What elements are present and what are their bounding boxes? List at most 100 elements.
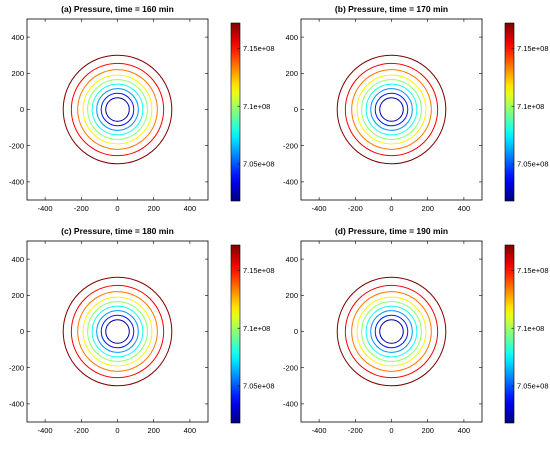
- y-tick-label: -200: [9, 141, 24, 150]
- y-tick-label: 400: [285, 33, 298, 42]
- plot-area: [300, 18, 483, 201]
- colorbar-tick-label: 7.05e+08: [517, 160, 549, 169]
- colorbar-tick-label: 7.15e+08: [517, 44, 549, 53]
- contour-line: [379, 319, 404, 344]
- contour-line: [356, 74, 427, 145]
- plot-area: [300, 240, 483, 423]
- y-tick-label: 0: [20, 105, 24, 114]
- x-tick-label: -200: [74, 204, 89, 213]
- panel-d: (d) Pressure, time = 190 min -400 -200 0 200…: [283, 226, 549, 435]
- colorbar-tick-label: 7.05e+08: [243, 160, 275, 169]
- x-tick-label: 200: [421, 204, 434, 213]
- y-tick-label: -400: [9, 400, 24, 409]
- x-tick-label: 200: [147, 426, 160, 435]
- contour-line: [370, 310, 413, 353]
- colorbar-tick-label: 7.15e+08: [243, 44, 275, 53]
- panel-title: (b) Pressure, time = 170 min: [335, 4, 448, 14]
- x-tick-label: 400: [184, 204, 197, 213]
- plot-area: [26, 240, 209, 423]
- x-tick-label: 400: [458, 426, 471, 435]
- x-tick-label: 200: [147, 204, 160, 213]
- panel-c: (c) Pressure, time = 180 min -400 -200 0 200…: [9, 226, 275, 435]
- x-tick-label: -400: [38, 426, 53, 435]
- y-tick-label: -400: [283, 178, 298, 187]
- x-tick-label: 0: [389, 204, 393, 213]
- panel-title: (a) Pressure, time = 160 min: [61, 4, 174, 14]
- contour-line: [344, 284, 439, 379]
- colorbar: [504, 22, 515, 202]
- x-tick-label: -200: [348, 426, 363, 435]
- y-tick-label: 200: [285, 291, 298, 300]
- contour-line: [87, 301, 148, 362]
- contour-line: [361, 301, 422, 362]
- contour-line: [374, 314, 409, 349]
- contour-line: [100, 314, 135, 349]
- contour-line: [70, 62, 165, 157]
- x-tick-label: -400: [38, 204, 53, 213]
- contour-line: [105, 319, 130, 344]
- y-tick-label: 200: [285, 69, 298, 78]
- colorbar-tick-label: 7.05e+08: [243, 382, 275, 391]
- colorbar-tick-label: 7.05e+08: [517, 382, 549, 391]
- contour-line: [351, 69, 432, 150]
- contour-line: [77, 69, 158, 150]
- colorbar-tick-label: 7.1e+08: [517, 102, 544, 111]
- contour-line: [379, 97, 404, 122]
- contour-line: [62, 276, 173, 387]
- y-tick-label: -200: [9, 363, 24, 372]
- contour-line: [336, 276, 447, 387]
- colorbar-tick-label: 7.1e+08: [243, 324, 270, 333]
- contour-line: [105, 97, 130, 122]
- plot-area: [26, 18, 209, 201]
- x-tick-label: 0: [115, 426, 119, 435]
- contour-line: [361, 79, 422, 140]
- panel-a: (a) Pressure, time = 160 min -400 -200 0 200…: [9, 4, 275, 213]
- contour-line: [87, 79, 148, 140]
- x-tick-label: -400: [312, 204, 327, 213]
- contour-line: [62, 54, 173, 165]
- x-tick-label: -200: [348, 204, 363, 213]
- y-tick-label: 200: [11, 291, 24, 300]
- colorbar-tick-label: 7.15e+08: [517, 266, 549, 275]
- contour-line: [365, 305, 418, 358]
- contour-line: [356, 296, 427, 367]
- contour-line: [344, 62, 439, 157]
- contour-line: [77, 291, 158, 372]
- y-tick-label: 0: [294, 327, 298, 336]
- contour-line: [91, 305, 144, 358]
- y-tick-label: 200: [11, 69, 24, 78]
- colorbar-tick-label: 7.15e+08: [243, 266, 275, 275]
- panel-b: (b) Pressure, time = 170 min -400 -200 0 200…: [283, 4, 549, 213]
- x-tick-label: 200: [421, 426, 434, 435]
- panel-title: (c) Pressure, time = 180 min: [61, 226, 174, 236]
- colorbar: [504, 244, 515, 424]
- colorbar-tick-label: 7.1e+08: [517, 324, 544, 333]
- panel-title: (d) Pressure, time = 190 min: [335, 226, 448, 236]
- x-tick-label: 400: [184, 426, 197, 435]
- x-tick-label: 0: [389, 426, 393, 435]
- contour-line: [351, 291, 432, 372]
- y-tick-label: 400: [285, 255, 298, 264]
- colorbar-tick-label: 7.1e+08: [243, 102, 270, 111]
- contour-line: [370, 88, 413, 131]
- contour-line: [374, 92, 409, 127]
- contour-line: [96, 88, 139, 131]
- contour-line: [96, 310, 139, 353]
- contour-line: [100, 92, 135, 127]
- y-tick-label: 400: [11, 33, 24, 42]
- y-tick-label: 400: [11, 255, 24, 264]
- contour-line: [365, 83, 418, 136]
- y-tick-label: -400: [9, 178, 24, 187]
- contour-line: [336, 54, 447, 165]
- y-tick-label: -400: [283, 400, 298, 409]
- y-tick-label: 0: [294, 105, 298, 114]
- colorbar: [230, 244, 241, 424]
- contour-line: [82, 74, 153, 145]
- x-tick-label: 400: [458, 204, 471, 213]
- y-tick-label: -200: [283, 141, 298, 150]
- y-tick-label: 0: [20, 327, 24, 336]
- y-tick-label: -200: [283, 363, 298, 372]
- contour-line: [91, 83, 144, 136]
